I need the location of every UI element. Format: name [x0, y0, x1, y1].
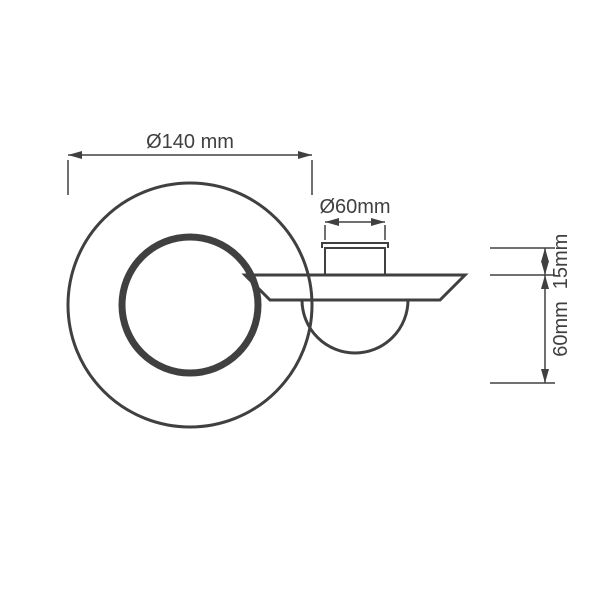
dim-140-label: Ø140 mm — [146, 131, 234, 153]
technical-drawing: Ø140 mm Ø60mm — [0, 0, 600, 600]
flange — [245, 275, 465, 300]
dim-140: Ø140 mm — [68, 131, 312, 195]
neck — [325, 248, 385, 275]
side-view: Ø60mm 15mm 60mm — [245, 196, 572, 383]
inner-ring — [122, 237, 258, 373]
dome — [302, 300, 408, 353]
dim-60-dia-label: Ø60mm — [319, 196, 390, 218]
dim-15-label: 15mm — [550, 234, 572, 290]
front-view: Ø140 mm — [68, 131, 312, 427]
dim-vertical-group: 15mm 60mm — [490, 234, 572, 383]
dim-60-diameter: Ø60mm — [319, 196, 390, 240]
dim-60-label: 60mm — [550, 301, 572, 357]
